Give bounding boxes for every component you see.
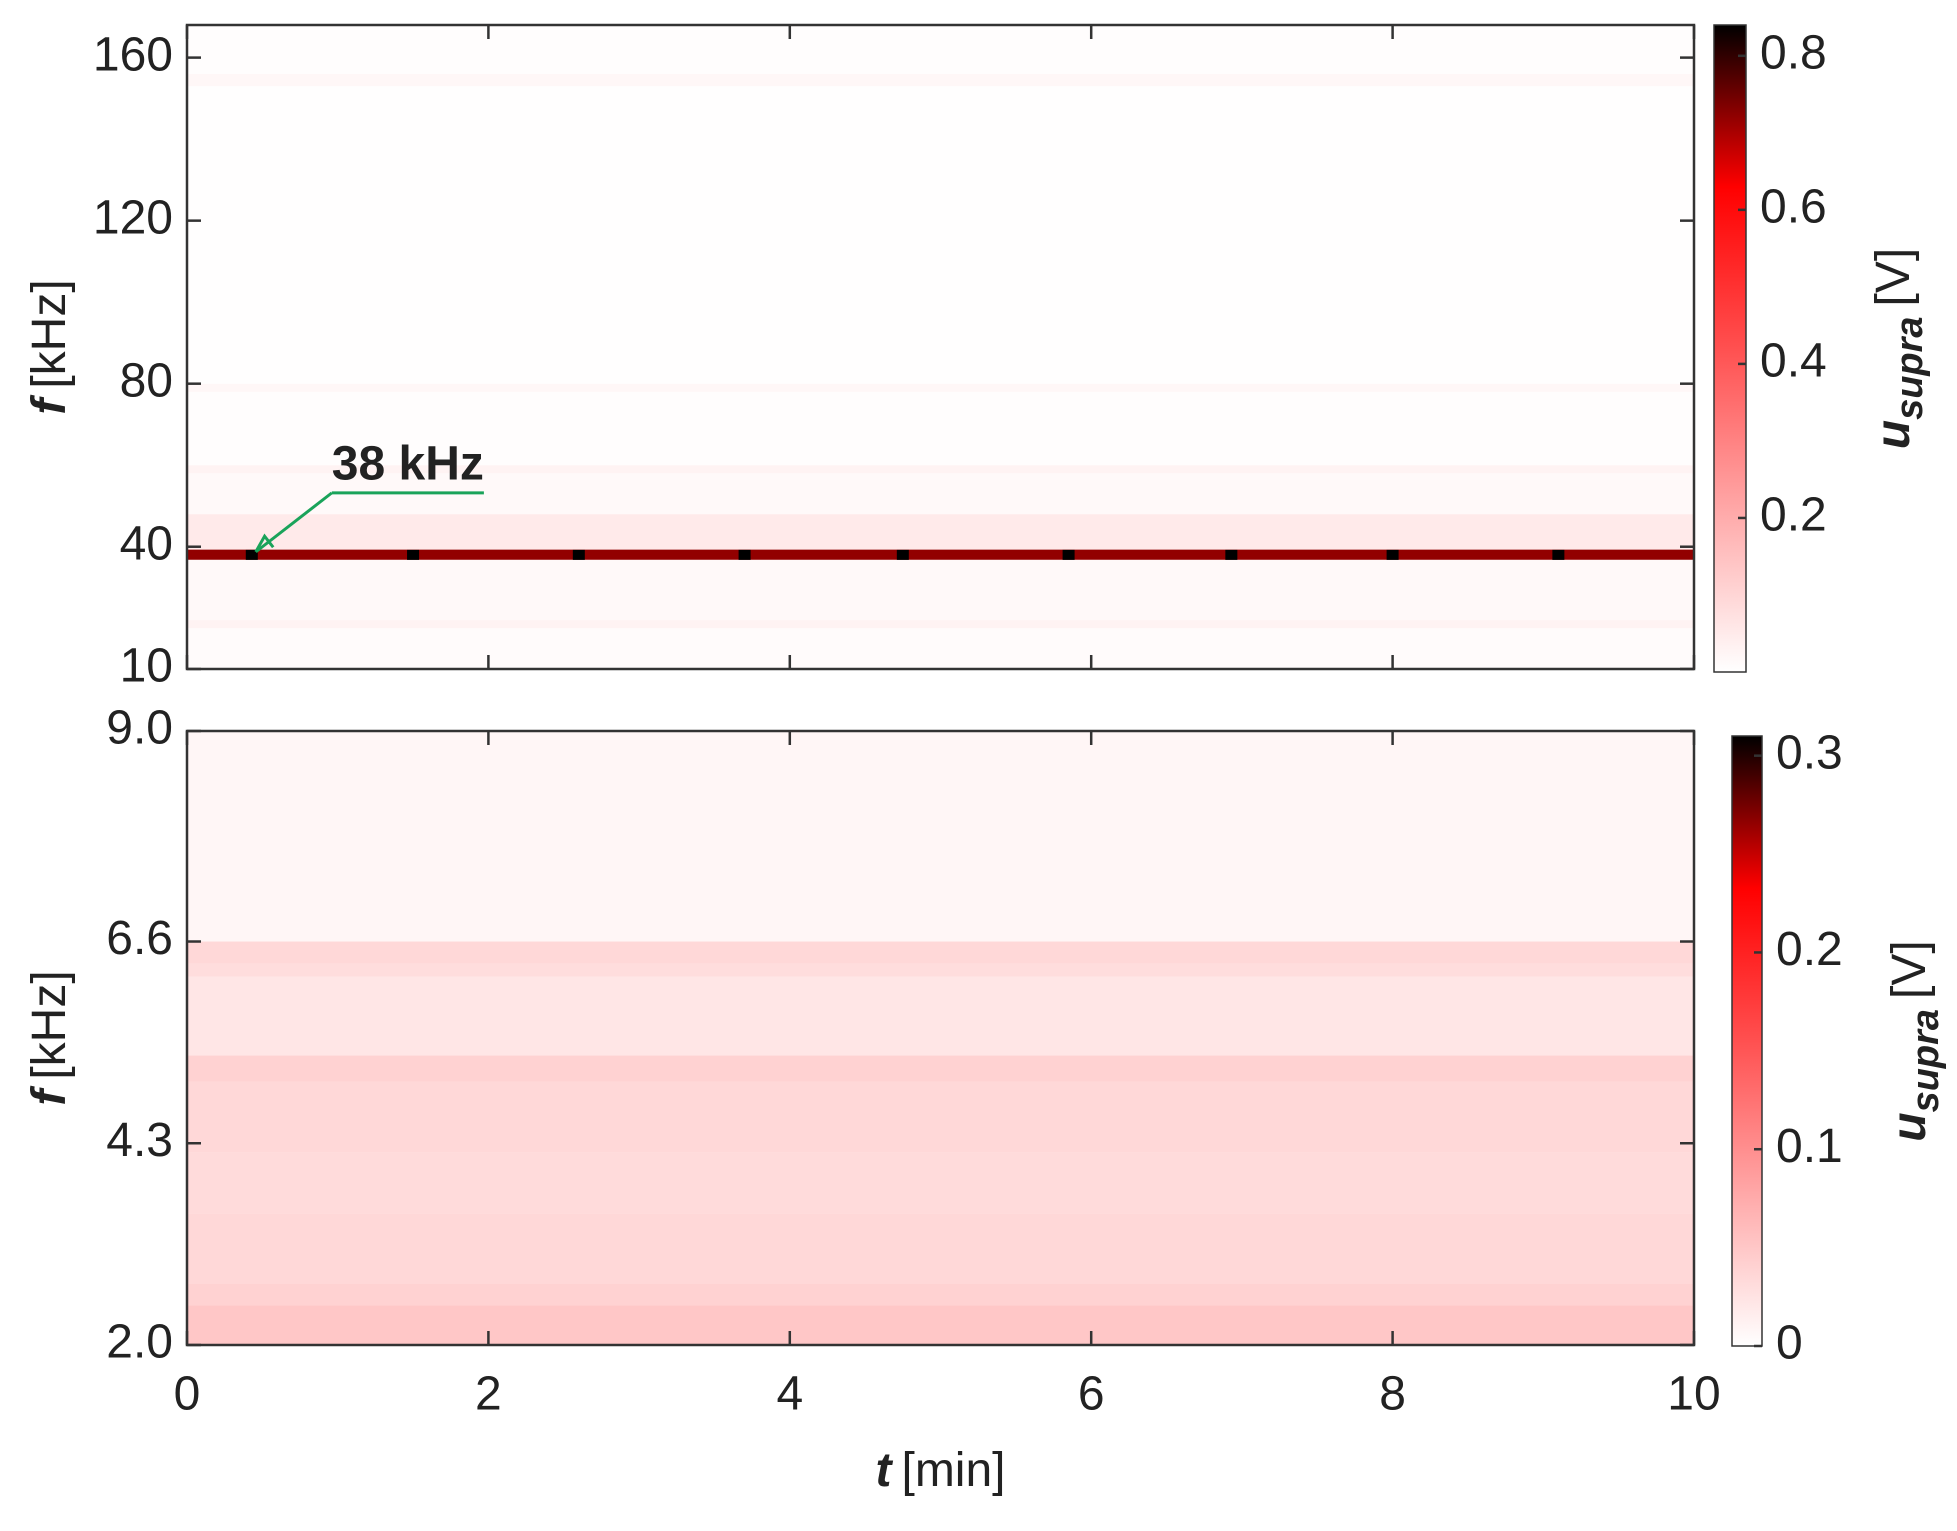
heatmap-band (187, 514, 1694, 550)
y-tick-label: 9.0 (106, 702, 173, 755)
colorbar-tick-label: 0.4 (1760, 335, 1827, 388)
x-tick-label: 10 (1667, 1368, 1720, 1421)
x-tick-label: 4 (776, 1368, 803, 1421)
y-axis-label: f [kHz] (23, 970, 76, 1105)
heatmap-band (187, 391, 1694, 466)
colorbar-tick-label: 0.6 (1760, 181, 1827, 234)
heatmap-band (187, 549, 1694, 560)
y-axis-label: f [kHz] (23, 279, 76, 414)
heatmap-band (187, 941, 1694, 964)
y-tick-label: 80 (120, 354, 173, 407)
heatmap-band (187, 1305, 1694, 1345)
peak-mark (572, 549, 585, 560)
heatmap-band (187, 383, 1694, 392)
heatmap-band (187, 559, 1694, 621)
axes-box (185, 23, 1696, 671)
x-label-symbol: t (876, 1444, 894, 1497)
colorbar-tick-label: 0.3 (1776, 726, 1843, 779)
y-label-unit: [kHz] (23, 970, 76, 1079)
annotation-arrowhead (254, 533, 275, 553)
heatmap-band (187, 731, 1694, 942)
peak-mark (896, 549, 909, 560)
heatmap-band (187, 1055, 1694, 1082)
heatmap-band (187, 465, 1694, 474)
heatmap-band (187, 86, 1694, 384)
peak-mark (245, 549, 258, 560)
colorbar-label-symbol: u (1867, 420, 1920, 449)
x-tick-label: 2 (475, 1368, 502, 1421)
heatmap-band (187, 963, 1694, 977)
peak-mark (1386, 549, 1399, 560)
x-tick-label: 6 (1078, 1368, 1105, 1421)
peak-mark (738, 549, 751, 560)
colorbar (1731, 735, 1763, 1347)
heatmap-band (187, 620, 1694, 629)
y-tick-label: 160 (93, 28, 173, 81)
heatmap-band (187, 976, 1694, 1056)
y-tick-label: 4.3 (106, 1114, 173, 1167)
annotation: 38 kHz (332, 438, 484, 491)
x-tick-label: 8 (1379, 1368, 1406, 1421)
y-tick-label: 10 (120, 640, 173, 693)
peak-mark (1225, 549, 1238, 560)
heatmap-band (187, 1213, 1694, 1284)
peak-mark (407, 549, 420, 560)
y-tick-label: 40 (120, 517, 173, 570)
colorbar-label-subscript: supra (1905, 1009, 1947, 1112)
y-label-symbol: f (23, 395, 76, 415)
colorbar-tick-label: 0.8 (1760, 26, 1827, 79)
heatmap-band (187, 1081, 1694, 1153)
y-tick-label: 120 (93, 191, 173, 244)
x-tick-label: 0 (174, 1368, 201, 1421)
x-axis-label: t [min] (876, 1444, 1006, 1497)
y-tick-label: 2.0 (106, 1316, 173, 1369)
heatmap-band (187, 73, 1694, 87)
y-label-symbol: f (23, 1086, 76, 1106)
y-tick-label: 6.6 (106, 912, 173, 965)
colorbar-label-subscript: supra (1889, 316, 1931, 419)
peak-mark (1062, 549, 1075, 560)
colorbar-tick-label: 0 (1776, 1317, 1803, 1370)
colorbar (1713, 24, 1747, 673)
colorbar-tick-label: 0.2 (1760, 489, 1827, 542)
peak-mark (1552, 549, 1565, 560)
colorbar-label-unit: [V] (1883, 940, 1936, 999)
heatmap-band (187, 25, 1694, 74)
heatmap-band (187, 1283, 1694, 1306)
colorbar-tick-label: 0.2 (1776, 923, 1843, 976)
heatmap-band (187, 1152, 1694, 1214)
colorbar-label-unit: [V] (1867, 248, 1920, 307)
x-label-unit: [min] (901, 1444, 1005, 1497)
colorbar-label: usupra [V] (1867, 248, 1931, 450)
axes-box (185, 729, 1696, 1347)
colorbar-label: usupra [V] (1883, 940, 1947, 1142)
colorbar-tick-label: 0.1 (1776, 1120, 1843, 1173)
colorbar-label-symbol: u (1883, 1112, 1936, 1141)
y-label-unit: [kHz] (23, 279, 76, 388)
heatmap-band (187, 628, 1694, 669)
